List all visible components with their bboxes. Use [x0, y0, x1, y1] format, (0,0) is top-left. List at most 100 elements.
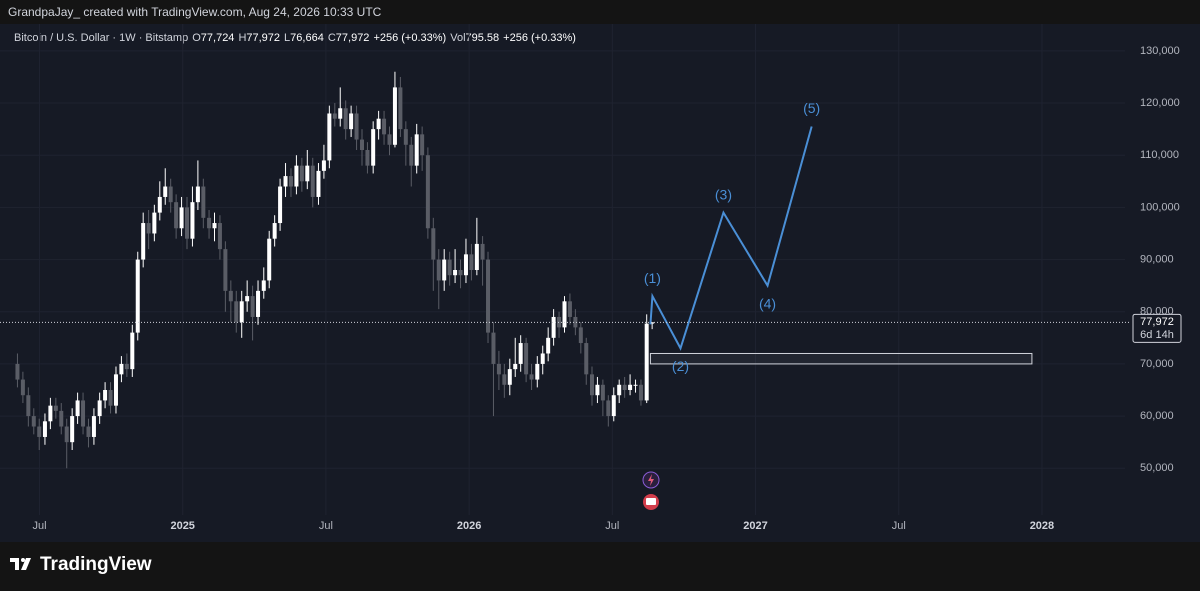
legend-key: L	[284, 32, 290, 44]
candle-body	[152, 212, 157, 234]
candle-body	[469, 254, 474, 270]
legend-key: Vol	[450, 32, 465, 44]
candle-body	[338, 108, 343, 119]
candle-body	[256, 290, 261, 317]
candle-body	[628, 384, 633, 390]
candle-body	[365, 150, 370, 166]
candle-body	[185, 207, 190, 239]
candle-body	[310, 165, 315, 197]
candle-body	[119, 363, 124, 375]
candle-body	[250, 296, 255, 317]
candle-body	[31, 416, 36, 427]
y-tick-label: 50,000	[1140, 462, 1174, 474]
logo-dot	[21, 558, 25, 562]
candle-body	[168, 186, 173, 203]
candle-body	[124, 363, 129, 370]
legend-value: 76,664	[290, 32, 324, 44]
candle-body	[53, 405, 58, 411]
y-tick-label: 130,000	[1140, 45, 1180, 57]
candle-body	[529, 374, 534, 380]
candle-body	[146, 223, 151, 234]
candle-body	[371, 129, 376, 166]
candle-body	[48, 405, 53, 422]
candle-body	[567, 301, 572, 317]
candle-body	[409, 144, 414, 166]
candle-body	[606, 400, 611, 417]
candle-body	[135, 259, 140, 333]
chart-panel	[0, 24, 1200, 542]
legend-value: 77,972	[336, 32, 370, 44]
candle-body	[496, 363, 501, 375]
candle-body	[633, 384, 638, 386]
candle-body	[294, 165, 299, 187]
candle-body	[103, 390, 108, 401]
candle-body	[75, 400, 80, 417]
candle-body	[349, 113, 354, 130]
candle-body	[26, 395, 31, 417]
countdown: 6d 14h	[1140, 329, 1174, 341]
candle-body	[650, 322, 655, 324]
y-tick-label: 90,000	[1140, 253, 1174, 265]
candle-body	[59, 410, 64, 427]
candle-body	[321, 160, 326, 171]
candle-body	[239, 301, 244, 323]
candle-body	[20, 379, 25, 396]
candle-body	[524, 343, 529, 375]
candle-body	[91, 416, 96, 437]
candle-body	[502, 374, 507, 385]
legend: Bitcoin / U.S. Dollar · 1W · Bitstamp O77…	[14, 32, 576, 44]
candle-body	[622, 384, 627, 390]
candle-body	[37, 426, 42, 437]
wave-line	[649, 126, 813, 351]
candle-body	[157, 196, 162, 213]
candle-body	[278, 186, 283, 224]
candle-body	[518, 343, 523, 364]
price-box	[1132, 313, 1182, 343]
wave-label: (2)	[672, 358, 689, 374]
candle-body	[480, 243, 485, 260]
candle-body	[81, 400, 86, 427]
candle-body	[15, 363, 20, 380]
y-tick-label: 120,000	[1140, 97, 1180, 109]
candle-body	[474, 243, 479, 270]
x-tick-label: 2025	[170, 520, 194, 532]
candle-body	[540, 353, 545, 364]
candle-body	[420, 134, 425, 156]
candle-body	[573, 316, 578, 328]
x-tick-label: 2027	[743, 520, 767, 532]
legend-change: +256 (+0.33%)	[373, 32, 446, 44]
candle-body	[382, 118, 387, 135]
candle-body	[163, 186, 168, 197]
y-tick-label: 110,000	[1140, 149, 1179, 161]
candle-body	[463, 254, 468, 276]
candle-body	[584, 343, 589, 375]
y-tick-label: 60,000	[1140, 410, 1174, 422]
candle-body	[507, 369, 512, 385]
candle-body	[486, 259, 491, 333]
candle-body	[223, 249, 228, 291]
y-tick-label: 100,000	[1140, 201, 1180, 213]
candle-body	[267, 238, 272, 281]
x-tick-label: 2026	[457, 520, 481, 532]
candle-body	[299, 165, 304, 182]
candle-body	[578, 327, 583, 344]
candle-body	[403, 129, 408, 145]
candle-body	[453, 270, 458, 276]
legend-value: 77,724	[201, 32, 235, 44]
candle-body	[376, 118, 381, 130]
candle-body	[228, 290, 233, 302]
candle-body	[288, 176, 293, 187]
candle-body	[108, 390, 113, 406]
x-tick-label: Jul	[892, 520, 906, 532]
candle-body	[546, 337, 551, 354]
candle-body	[305, 165, 310, 182]
candle-body	[458, 270, 463, 276]
legend-value: 795.58	[466, 32, 500, 44]
logo	[10, 558, 31, 570]
candle-body	[141, 223, 146, 260]
candle-body	[217, 223, 222, 250]
legend-symbol: Bitcoin / U.S. Dollar · 1W · Bitstamp	[14, 32, 188, 44]
icon-bolt	[648, 474, 654, 486]
candle-body	[195, 186, 200, 203]
